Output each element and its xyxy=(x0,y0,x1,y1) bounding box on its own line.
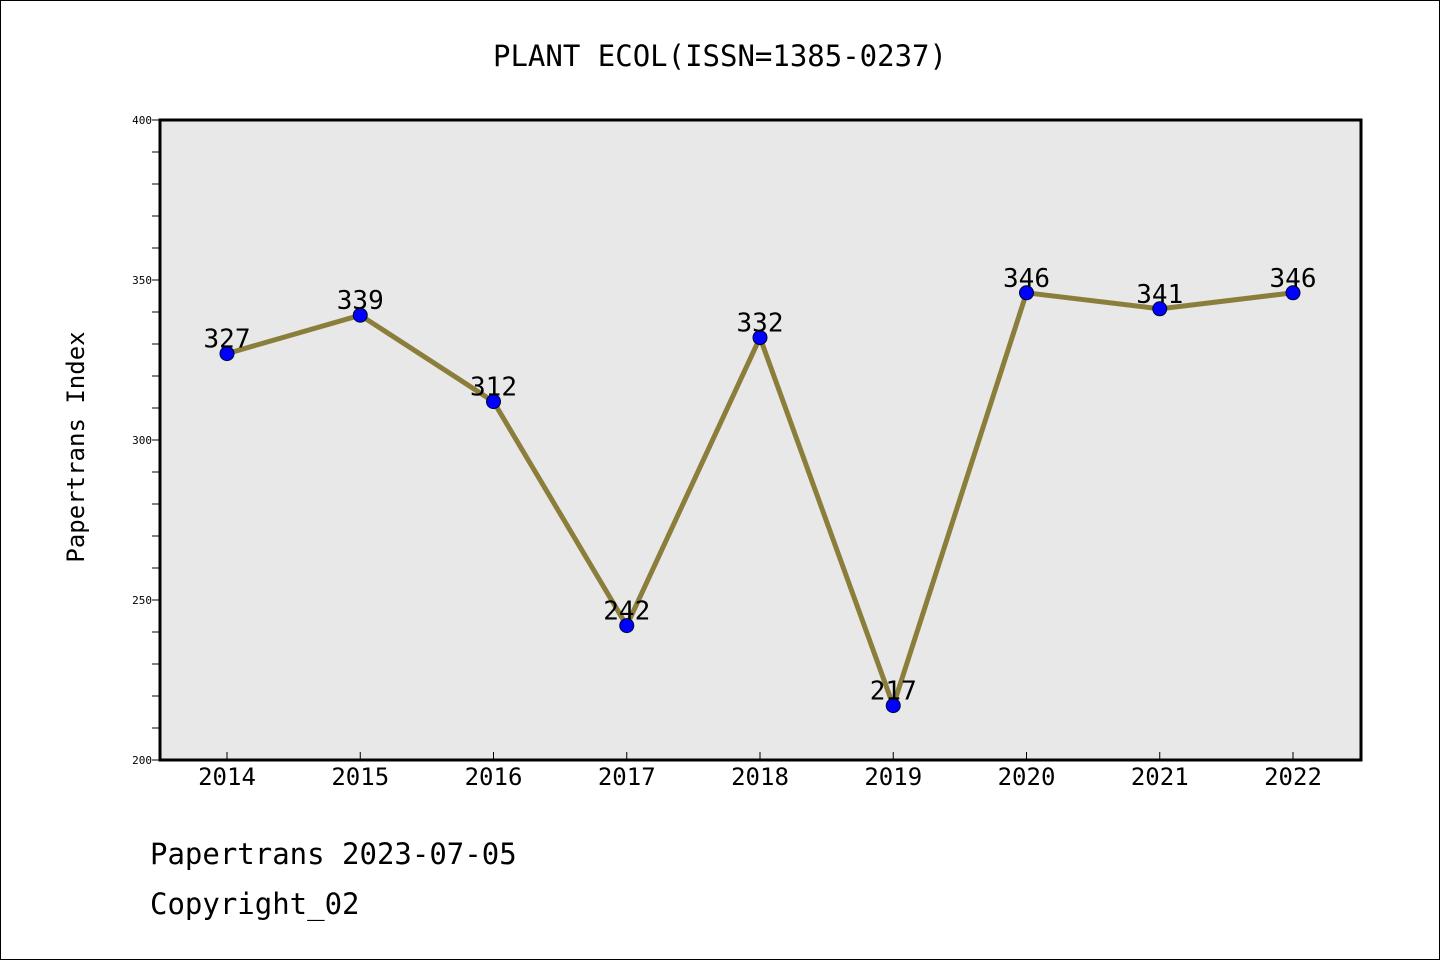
x-tick-label: 2018 xyxy=(731,763,789,791)
x-tick-label: 2019 xyxy=(864,763,922,791)
y-axis: 200 250 300 350 400 xyxy=(132,114,160,767)
x-tick-label: 2022 xyxy=(1264,763,1322,791)
data-point xyxy=(486,394,501,410)
data-label: 339 xyxy=(337,286,384,316)
plot-area xyxy=(160,120,1361,760)
y-tick-label: 400 xyxy=(132,114,152,127)
data-label: 341 xyxy=(1136,280,1183,310)
x-tick-label: 2014 xyxy=(198,763,256,791)
data-label: 217 xyxy=(870,677,917,707)
y-tick-label: 300 xyxy=(132,434,152,447)
data-point xyxy=(1152,301,1168,317)
y-tick-label: 250 xyxy=(132,594,152,607)
data-labels: 327 339 312 242 332 217 346 341 346 xyxy=(204,264,1317,707)
y-axis-label: Papertrans Index xyxy=(62,331,90,562)
data-label: 242 xyxy=(603,597,650,627)
data-point xyxy=(352,307,368,323)
data-label: 312 xyxy=(470,373,517,403)
data-label: 346 xyxy=(1003,264,1050,294)
data-point xyxy=(619,618,635,634)
x-axis: 2014 2015 2016 2017 2018 2019 2020 2021 2022 xyxy=(198,752,1322,791)
data-point xyxy=(1285,285,1301,301)
x-tick-label: 2017 xyxy=(598,763,656,791)
x-tick-label: 2020 xyxy=(998,763,1056,791)
x-tick-label: 2015 xyxy=(331,763,389,791)
y-tick-label: 350 xyxy=(132,274,152,287)
y-tick-label: 200 xyxy=(132,754,152,767)
data-point xyxy=(1019,285,1034,301)
footer-date: Papertrans 2023-07-05 xyxy=(150,837,517,871)
data-label: 327 xyxy=(204,325,251,355)
chart-title: PLANT ECOL(ISSN=1385-0237) xyxy=(493,39,947,73)
data-point xyxy=(752,330,768,346)
data-point xyxy=(885,698,901,714)
footer-copyright: Copyright_02 xyxy=(150,887,360,922)
x-tick-label: 2021 xyxy=(1131,763,1189,791)
data-label: 346 xyxy=(1270,264,1317,294)
series-markers xyxy=(219,285,1301,714)
data-label: 332 xyxy=(737,309,784,339)
x-tick-label: 2016 xyxy=(465,763,523,791)
plot-border xyxy=(158,118,1363,762)
data-point xyxy=(219,346,235,362)
